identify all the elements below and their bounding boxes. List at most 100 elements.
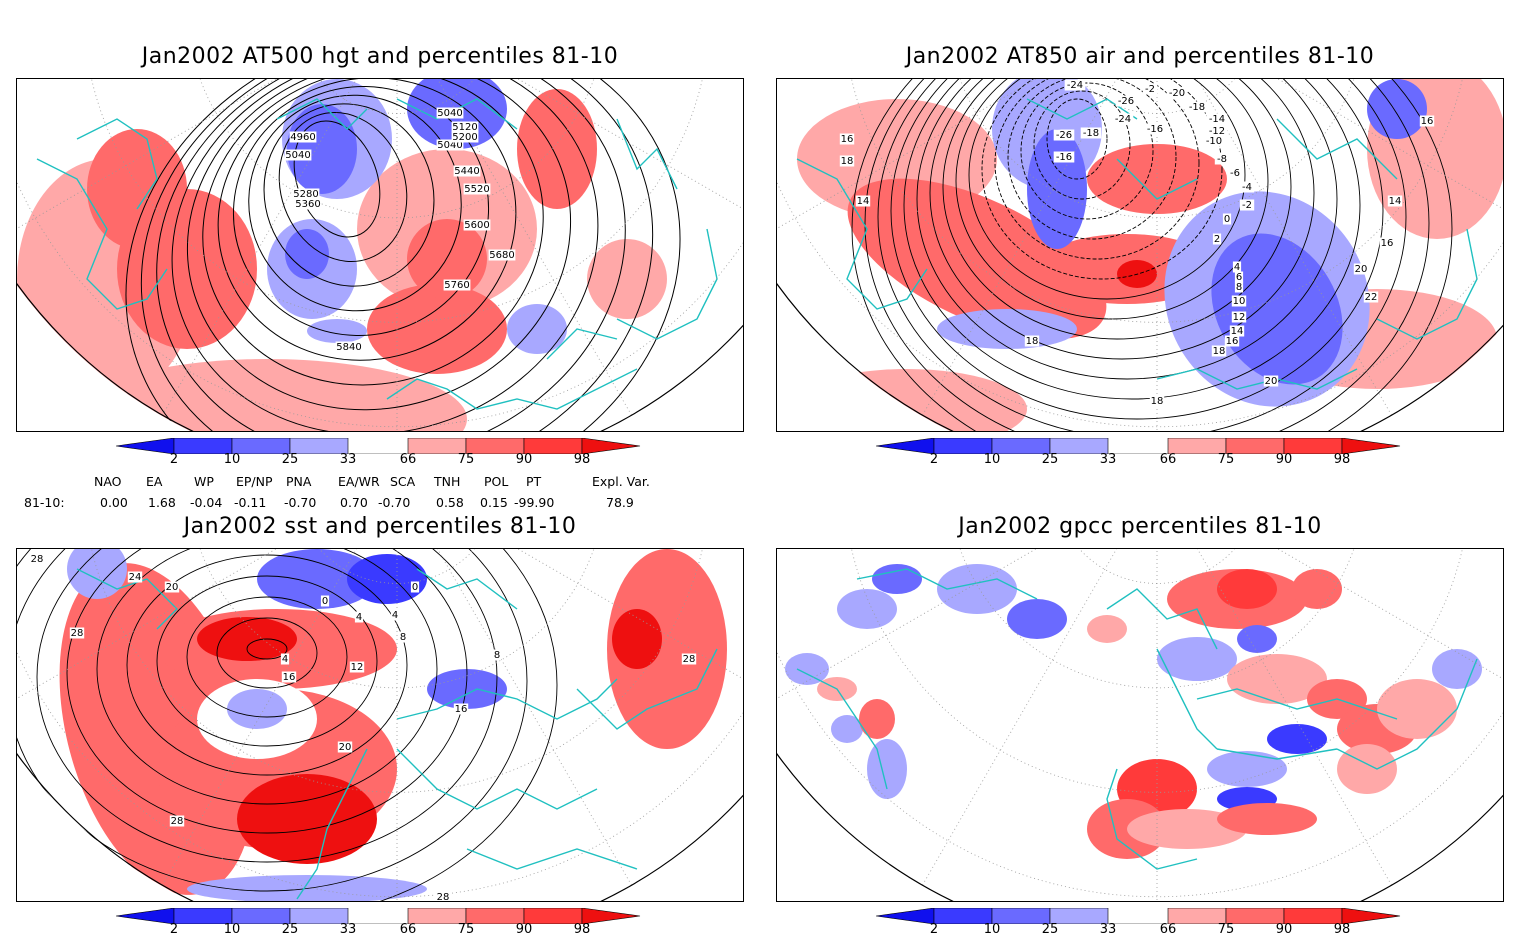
temperature-contour <box>1033 90 1131 200</box>
coastline <box>1216 748 1338 760</box>
coastline <box>1156 648 1218 750</box>
coastline <box>396 748 598 810</box>
temperature-contour <box>981 79 1223 280</box>
temperature-contour <box>929 79 1315 360</box>
contour-label-sst: 8 <box>494 650 500 661</box>
contour-label-air: -24 <box>1115 114 1131 125</box>
sst-contour <box>156 575 378 747</box>
height-contour <box>202 79 544 386</box>
colorbar-label: 25 <box>1041 922 1059 937</box>
contour-label-air: -26 <box>1118 96 1134 107</box>
anomaly-cold <box>287 104 357 194</box>
contour-label-air: -8 <box>1217 154 1227 165</box>
contour-label-hgt: 5840 <box>336 342 361 353</box>
anomaly-dry <box>1237 625 1277 653</box>
index-value-nao: 0.00 <box>100 495 128 510</box>
contour-label-air: 2 <box>1214 234 1220 245</box>
temperature-contour <box>1046 98 1108 180</box>
sst-contour <box>126 554 408 776</box>
contour-label-air: -2 <box>1145 84 1155 95</box>
map-panel-sst: 28 24 20 28 0 0 4 4 8 4 12 16 20 16 8 28 28 28 <box>16 548 744 902</box>
colorbar-p3: 2 10 25 33 66 75 90 98 <box>116 908 656 938</box>
index-value-pol: 0.15 <box>480 495 508 510</box>
colorbar-label: 10 <box>223 452 241 467</box>
index-value-pna: -0.70 <box>284 495 317 510</box>
coastline <box>616 228 718 340</box>
contour-label-sst: 28 <box>31 554 44 565</box>
colorbar-label: 66 <box>1159 452 1177 467</box>
colorbar-p2: 2 10 25 33 66 75 90 98 <box>876 438 1416 468</box>
coastline <box>1106 768 1198 870</box>
temperature-contour <box>1007 79 1177 240</box>
index-header-pol: POL <box>484 474 509 489</box>
colorbar-arrow-low <box>876 438 935 454</box>
coastline <box>796 668 888 790</box>
colorbar-label: 10 <box>983 922 1001 937</box>
colorbar-label: 90 <box>1275 922 1293 937</box>
latitude-gridline <box>777 79 1503 428</box>
contour-label-air: 20 <box>1265 376 1278 387</box>
anomaly-cold <box>187 875 427 901</box>
latitude-gridline <box>17 549 743 898</box>
colorbar-label: 33 <box>1099 922 1117 937</box>
contour-label-sst: 24 <box>129 572 142 583</box>
contour-label-hgt: 5040 <box>437 140 462 151</box>
index-header-epnp: EP/NP <box>236 474 273 489</box>
colorbar-label: 66 <box>399 922 417 937</box>
anomaly-dry <box>937 564 1017 614</box>
coastline <box>1116 158 1198 200</box>
panel-title-p2: Jan2002 AT850 air and percentiles 81-10 <box>905 44 1375 69</box>
contour-label-air: -24 <box>1067 80 1083 91</box>
anomaly-cold <box>1211 233 1343 385</box>
coastline <box>466 848 638 870</box>
index-header-ea: EA <box>146 474 163 489</box>
map-hemisphere-p1 <box>17 79 743 431</box>
temperature-contour <box>877 79 1407 431</box>
sst-contour <box>17 549 558 901</box>
colorbar-swatches <box>876 438 1401 454</box>
index-header-sca: SCA <box>390 474 416 489</box>
colorbar-arrow-high <box>581 438 641 454</box>
anomaly-wet <box>1217 569 1277 609</box>
anomaly-dry <box>785 653 829 685</box>
colorbar-p1: 2 10 25 33 66 75 90 98 <box>116 438 656 468</box>
index-header-nao: NAO <box>94 474 122 489</box>
contour-label-sst: 0 <box>412 582 418 593</box>
temperature-contour <box>1020 82 1154 220</box>
contour-label-hgt: 5200 <box>452 132 477 143</box>
temperature-contour <box>916 79 1338 380</box>
index-row-label: 81-10: <box>24 495 65 510</box>
anomaly-cold <box>1027 129 1087 249</box>
colorbar-label: 10 <box>223 922 241 937</box>
contour-label-sst: 4 <box>282 654 288 665</box>
contour-label-hgt: 4960 <box>290 132 315 143</box>
anomaly-warm <box>67 359 467 431</box>
colorbar-arrow-low <box>116 438 175 454</box>
contour-label-sst: 4 <box>392 610 398 621</box>
temperature-contour <box>942 79 1292 340</box>
contour-label-sst: 28 <box>71 628 84 639</box>
map-panel-air850: -24 -26 -2 -20 -18 -24 -16 -14 -12 -26 -18 -16 -10 -8… <box>776 78 1504 432</box>
contour-label-air: 16 <box>1381 238 1394 249</box>
colorbar-label: 98 <box>1333 922 1351 937</box>
coastline <box>76 118 158 210</box>
anomaly-warm <box>237 774 377 864</box>
temperature-contour <box>903 79 1361 400</box>
index-header-pna: PNA <box>286 474 312 489</box>
contour-label-air: -18 <box>1083 128 1099 139</box>
colorbar-p4: 2 10 25 33 66 75 90 98 <box>876 908 1416 938</box>
contour-label-hgt: 5360 <box>295 199 320 210</box>
anomaly-cold <box>427 669 507 709</box>
contour-label-air: 20 <box>1355 264 1368 275</box>
anomaly-warm <box>87 129 187 249</box>
anomaly-wet <box>1337 744 1397 794</box>
contour-label-air: -12 <box>1209 126 1225 137</box>
contour-label-sst: 20 <box>339 742 352 753</box>
colorbar-swatch <box>1049 908 1109 924</box>
sst-contour <box>246 638 288 660</box>
longitude-gridline <box>396 549 633 887</box>
contour-label-air: 10 <box>1233 296 1246 307</box>
anomaly-wet <box>1377 679 1457 739</box>
map-hemisphere-p3 <box>17 549 743 901</box>
